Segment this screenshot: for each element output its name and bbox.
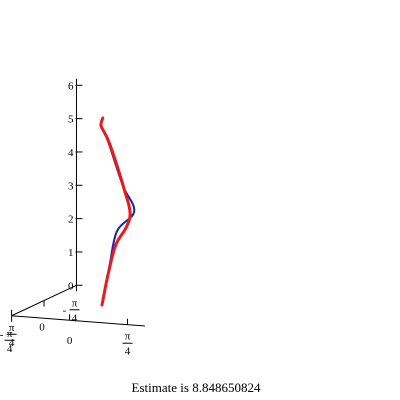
y-tick-label-denominator: 4 bbox=[7, 343, 13, 355]
x-tick-label: π4 bbox=[122, 331, 133, 358]
x-tick-label-text: 0 bbox=[67, 335, 73, 347]
z-tick-label: 2 bbox=[68, 214, 74, 226]
z-tick-label: 3 bbox=[68, 180, 74, 192]
y-tick-label-text: 0 bbox=[39, 322, 45, 334]
y-tick-label-sign: - bbox=[63, 304, 67, 316]
y-tick-label-denominator: 4 bbox=[72, 312, 78, 324]
x-tick-label-numerator: π bbox=[125, 331, 131, 343]
y-tick-label: 0 bbox=[39, 322, 45, 334]
x-tick-label-denominator: 4 bbox=[9, 337, 15, 349]
z-tick-label: 5 bbox=[68, 114, 74, 126]
curves bbox=[99, 116, 136, 307]
x-axis-line bbox=[11, 315, 145, 327]
axes bbox=[11, 78, 145, 327]
x-tick-label-denominator: 4 bbox=[125, 346, 131, 358]
z-tick-label: 1 bbox=[68, 247, 74, 259]
z-tick-label: 6 bbox=[68, 80, 74, 92]
y-tick-label: π 4- bbox=[63, 297, 80, 324]
x-tick-label: 0 bbox=[67, 335, 73, 347]
x-tick-label-sign: - bbox=[0, 329, 4, 341]
estimate-caption: Estimate is 8.848650824 bbox=[132, 380, 261, 395]
z-tick-label: 0 bbox=[68, 280, 74, 292]
tick-labels: 0123456π40π4-π4-0π4 bbox=[0, 80, 133, 358]
z-tick-label: 4 bbox=[68, 147, 74, 159]
y-tick-label-numerator: π bbox=[72, 297, 78, 309]
series-curve-2 bbox=[99, 116, 132, 307]
x-tick-label: π 4- bbox=[0, 322, 17, 349]
x-tick-label-numerator: π bbox=[9, 322, 15, 334]
